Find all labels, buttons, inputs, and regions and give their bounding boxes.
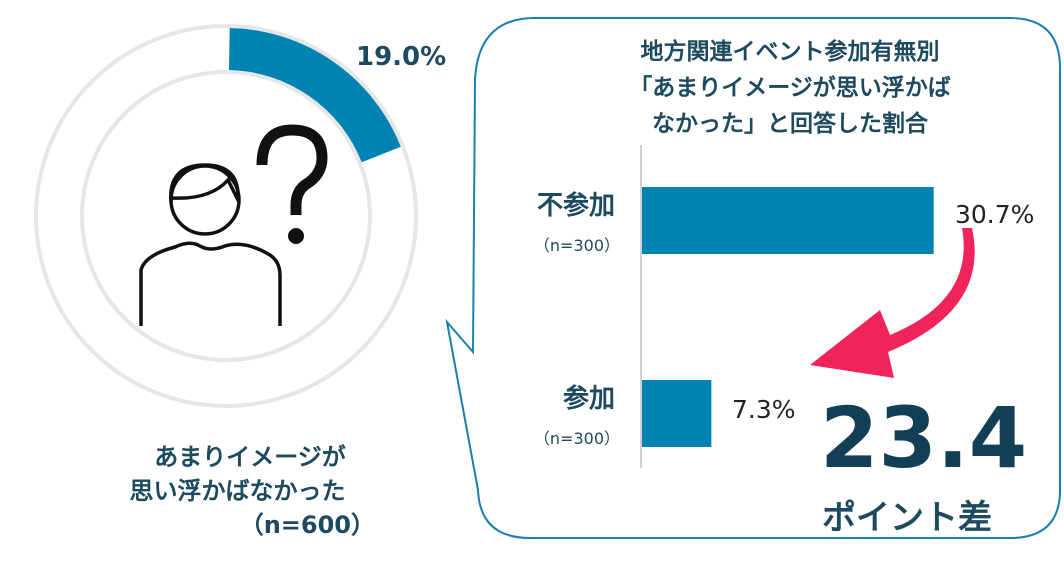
data-label: 7.3% bbox=[732, 395, 796, 424]
bar bbox=[642, 187, 934, 254]
title-line: 「あまりイメージが思い浮かば bbox=[629, 75, 951, 101]
curved-arrow-icon bbox=[810, 228, 975, 378]
bar-chart-title: 地方関連イベント参加有無別 「あまりイメージが思い浮かば なかった」と回答した割… bbox=[540, 34, 1040, 142]
category-label: 参加 bbox=[562, 384, 615, 414]
donut-segment bbox=[228, 28, 401, 163]
data-label: 30.7% bbox=[955, 200, 1035, 229]
title-line: なかった」と回答した割合 bbox=[652, 111, 928, 137]
bar bbox=[642, 380, 712, 447]
title-line: 地方関連イベント参加有無別 bbox=[640, 39, 940, 65]
donut-caption: あまりイメージが 思い浮かばなかった （n=600） bbox=[100, 440, 376, 542]
difference-value: 23.4 bbox=[820, 389, 1028, 487]
donut-value-label: 19.0% bbox=[356, 42, 447, 72]
donut-caption-line: （n=600） bbox=[239, 511, 375, 539]
person-icon bbox=[139, 163, 282, 326]
category-label: 不参加 bbox=[536, 191, 615, 221]
speech-bubble bbox=[445, 17, 1061, 539]
donut-inner-ring bbox=[80, 70, 372, 362]
question-mark-icon bbox=[256, 124, 328, 244]
donut-caption-line: あまりイメージが bbox=[154, 443, 346, 471]
category-note: （n=300） bbox=[533, 429, 620, 448]
category-note: （n=300） bbox=[533, 236, 620, 255]
donut-outer-ring bbox=[34, 24, 418, 408]
bar-chart bbox=[640, 145, 934, 468]
donut-chart bbox=[34, 24, 418, 408]
difference-unit: ポイント差 bbox=[822, 498, 992, 538]
donut-caption-line: 思い浮かばなかった bbox=[129, 477, 346, 505]
